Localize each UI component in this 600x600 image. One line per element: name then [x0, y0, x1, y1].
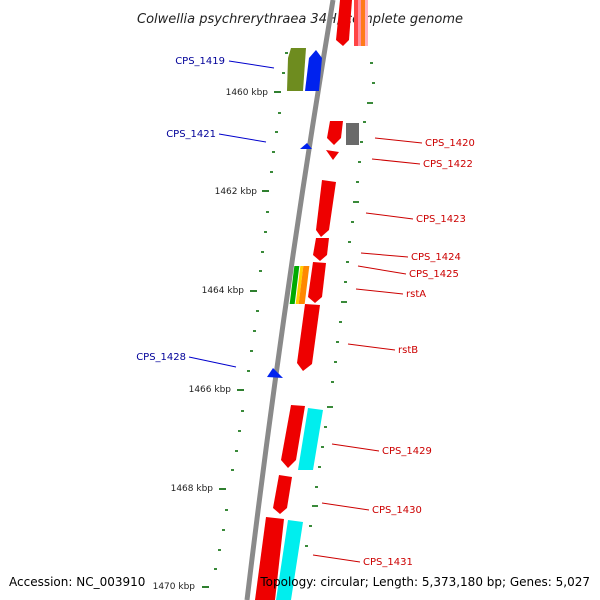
major-ticks	[202, 91, 281, 588]
tick-label: 1464 kbp	[202, 286, 245, 296]
gene-label-cps-1422[interactable]: CPS_1422	[423, 159, 473, 170]
gene-feature-top-cluster[interactable]	[336, 0, 368, 46]
gene-label-cps-1431[interactable]: CPS_1431	[363, 557, 413, 568]
minor-ticks-inner	[214, 52, 288, 570]
gene-label-cps-1423[interactable]: CPS_1423	[416, 214, 466, 225]
gene-labels: CPS_1419 CPS_1421 CPS_1428 CPS_1420 CPS_…	[136, 56, 475, 568]
leader-lines-forward	[312, 137, 423, 563]
gene-label-cps-1429[interactable]: CPS_1429	[382, 446, 432, 457]
leader-lines-reverse	[188, 60, 275, 368]
gene-label-cps-1421[interactable]: CPS_1421	[166, 129, 216, 140]
gene-label-cps-1428[interactable]: CPS_1428	[136, 352, 186, 363]
gene-cps-1423[interactable]	[316, 180, 336, 237]
gene-cps-1420[interactable]	[327, 121, 343, 145]
accession-text: Accession: NC_003910	[9, 575, 145, 589]
tick-label: 1470 kbp	[153, 582, 196, 592]
gene-cps-1428[interactable]	[267, 368, 283, 378]
gene-cps-1419-olive[interactable]	[287, 48, 306, 91]
map-title: Colwellia psychrerythraea 34H, complete …	[137, 12, 463, 27]
gene-rstb[interactable]	[297, 304, 320, 371]
gene-label-rsta[interactable]: rstA	[406, 289, 426, 300]
gene-cps-1422[interactable]	[326, 150, 339, 160]
gene-cps-1429-cyan[interactable]	[298, 408, 323, 470]
topology-text: Topology: circular; Length: 5,373,180 bp…	[259, 575, 590, 589]
tick-label: 1466 kbp	[189, 385, 232, 395]
gene-label-cps-1424[interactable]: CPS_1424	[411, 252, 461, 263]
tick-label: 1460 kbp	[226, 88, 269, 98]
gene-rsta[interactable]	[289, 266, 310, 304]
gene-label-cps-1430[interactable]: CPS_1430	[372, 505, 422, 516]
gene-cps-1430[interactable]	[273, 475, 292, 514]
gene-cps-1424[interactable]	[313, 238, 329, 261]
gene-cps-1431[interactable]	[255, 517, 284, 600]
tick-label: 1462 kbp	[215, 187, 258, 197]
gene-label-cps-1425[interactable]: CPS_1425	[409, 269, 459, 280]
gene-cps-1425[interactable]	[308, 262, 326, 303]
gene-cps-1419-blue[interactable]	[305, 50, 322, 91]
gene-label-rstb[interactable]: rstB	[398, 345, 418, 356]
tick-labels: 1460 kbp 1462 kbp 1464 kbp 1466 kbp 1468…	[153, 88, 269, 592]
gene-cps-1420-grey[interactable]	[346, 123, 359, 145]
gene-cps-1421[interactable]	[300, 143, 312, 149]
gene-label-cps-1419[interactable]: CPS_1419	[175, 56, 225, 67]
tick-label: 1468 kbp	[171, 484, 214, 494]
gene-label-cps-1420[interactable]: CPS_1420	[425, 138, 475, 149]
gene-cps-1431-cyan[interactable]	[276, 520, 303, 600]
minor-ticks-outer	[305, 62, 375, 547]
gene-cps-1429[interactable]	[281, 405, 305, 468]
